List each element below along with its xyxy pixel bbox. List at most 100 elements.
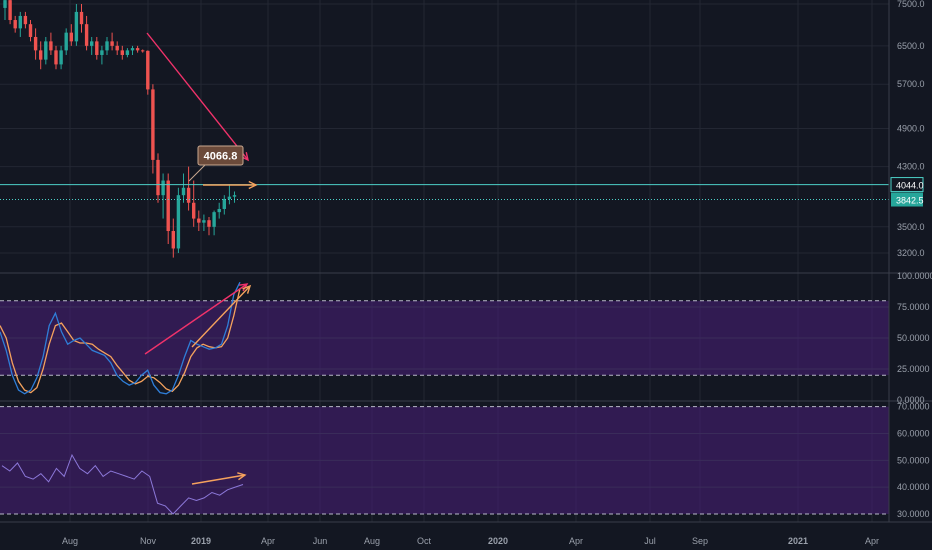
trend-arrow-price[interactable] xyxy=(146,32,249,161)
candle-body xyxy=(202,220,206,223)
candle-body xyxy=(222,198,226,209)
candle-body xyxy=(156,159,160,196)
rsi-tick-label: 60.0000 xyxy=(897,429,930,439)
candle-body xyxy=(84,24,89,46)
rsi-pane xyxy=(0,406,889,515)
candle-body xyxy=(8,0,12,21)
candlestick-series xyxy=(3,0,237,258)
drawing-tools: 4066.8 xyxy=(0,32,889,485)
candle-body xyxy=(110,41,114,46)
stoch-rsi-pane xyxy=(0,281,889,395)
stoch-tick-label: 100.0000 xyxy=(897,271,932,281)
candle-body xyxy=(3,0,7,8)
candle-body xyxy=(79,11,84,25)
candle-body xyxy=(217,208,221,213)
candle-body xyxy=(64,32,68,51)
candle-body xyxy=(181,187,186,196)
rsi-tick-label: 30.0000 xyxy=(897,509,930,519)
candle-body xyxy=(192,202,196,219)
trend-arrow-price-head xyxy=(240,152,250,162)
horizontal-arrow-head xyxy=(248,180,258,190)
rsi-tick-label: 70.0000 xyxy=(897,402,930,412)
price-badge-label: 4044.0 xyxy=(896,181,924,191)
candle-body xyxy=(23,15,28,25)
trend-arrow-rsi[interactable] xyxy=(191,474,246,485)
trend-arrow-stoch-orange[interactable] xyxy=(191,285,251,348)
candle-body xyxy=(151,89,155,160)
time-tick-label: Sep xyxy=(692,536,708,546)
price-tick-label: 3500.0 xyxy=(897,222,925,232)
time-tick-label: Jun xyxy=(313,536,328,546)
price-axes: 7500.0 6500.0 5700.0 4900.0 4300.0 3500.0 3200… xyxy=(0,0,932,522)
time-tick-label: Jul xyxy=(644,536,656,546)
time-tick-label: 2020 xyxy=(488,536,508,546)
price-tick-label: 4900.0 xyxy=(897,123,925,133)
price-tick-label: 3200.0 xyxy=(897,248,925,258)
time-tick-label: Apr xyxy=(569,536,583,546)
stoch-tick-label: 50.0000 xyxy=(897,333,930,343)
trend-arrow-stoch-red[interactable] xyxy=(144,283,248,355)
candle-body xyxy=(90,41,94,46)
callout-pointer xyxy=(188,163,207,182)
price-badge-current-label: 3842.5 xyxy=(896,196,924,206)
rsi-line xyxy=(1,453,244,515)
price-badge-current xyxy=(891,192,923,207)
candle-body xyxy=(100,50,104,55)
time-tick-label: Apr xyxy=(261,536,275,546)
price-tick-label: 6500.0 xyxy=(897,41,925,51)
stoch-tick-label: 25.0000 xyxy=(897,364,930,374)
trend-arrow-stoch-orange-head xyxy=(242,284,252,294)
candle-body xyxy=(207,220,211,227)
candle-body xyxy=(161,180,165,196)
candle-body xyxy=(69,32,73,42)
candle-body xyxy=(44,41,48,60)
time-axis: Aug Nov 2019 Apr Jun Aug Oct 2020 Apr Jul Sep 2021 A… xyxy=(0,521,932,546)
candle-body xyxy=(115,45,119,51)
candle-body xyxy=(141,50,145,52)
rsi-tick-label: 40.0000 xyxy=(897,482,930,492)
candle-body xyxy=(33,36,38,51)
candle-body xyxy=(39,50,43,60)
candle-body xyxy=(125,50,130,55)
candle-body xyxy=(197,218,201,223)
candle-body xyxy=(135,48,140,51)
time-tick-label: Oct xyxy=(417,536,432,546)
candle-body xyxy=(176,195,181,249)
candle-body xyxy=(232,195,237,197)
time-tick-label: Apr xyxy=(865,536,879,546)
candle-body xyxy=(186,187,191,203)
candle-body xyxy=(28,24,33,37)
stoch-tick-label: 75.0000 xyxy=(897,302,930,312)
trend-arrow-rsi-head xyxy=(237,472,247,481)
candle-body xyxy=(171,231,175,249)
stoch-k-line xyxy=(0,281,241,395)
price-callout-label: 4066.8 xyxy=(204,151,238,163)
candle-body xyxy=(13,20,17,29)
price-callout[interactable] xyxy=(197,145,244,166)
candle-body xyxy=(95,41,99,55)
time-tick-label: 2021 xyxy=(788,536,808,546)
candle-body xyxy=(54,50,58,65)
time-tick-label: Aug xyxy=(62,536,78,546)
time-tick-label: Aug xyxy=(364,536,380,546)
time-tick-label: 2019 xyxy=(191,536,211,546)
time-tick-label: Nov xyxy=(140,536,157,546)
candle-body xyxy=(146,50,150,90)
price-badge-outline xyxy=(890,177,924,193)
candle-body xyxy=(74,11,79,42)
candle-body xyxy=(49,41,53,51)
price-tick-label: 5700.0 xyxy=(897,79,925,89)
candle-body xyxy=(212,212,216,227)
candle-body xyxy=(18,15,22,29)
price-tick-label: 7500.0 xyxy=(897,0,925,9)
candle-body xyxy=(166,180,170,232)
rsi-tick-label: 50.0000 xyxy=(897,455,930,465)
candle-body xyxy=(227,196,232,199)
candle-body xyxy=(105,41,109,51)
stoch-tick-label: 0.0000 xyxy=(897,395,925,405)
candle-body xyxy=(120,50,124,55)
price-tick-label: 4300.0 xyxy=(897,162,925,172)
candle-body xyxy=(130,48,135,51)
